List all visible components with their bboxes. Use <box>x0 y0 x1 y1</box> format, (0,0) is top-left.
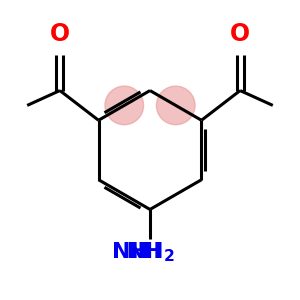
Text: O: O <box>50 22 70 46</box>
Circle shape <box>105 86 144 125</box>
Text: NH: NH <box>112 242 148 262</box>
Text: H: H <box>143 242 162 262</box>
Circle shape <box>156 86 195 125</box>
Text: $\mathbf{NH_2}$: $\mathbf{NH_2}$ <box>125 241 175 264</box>
Text: O: O <box>230 22 250 46</box>
